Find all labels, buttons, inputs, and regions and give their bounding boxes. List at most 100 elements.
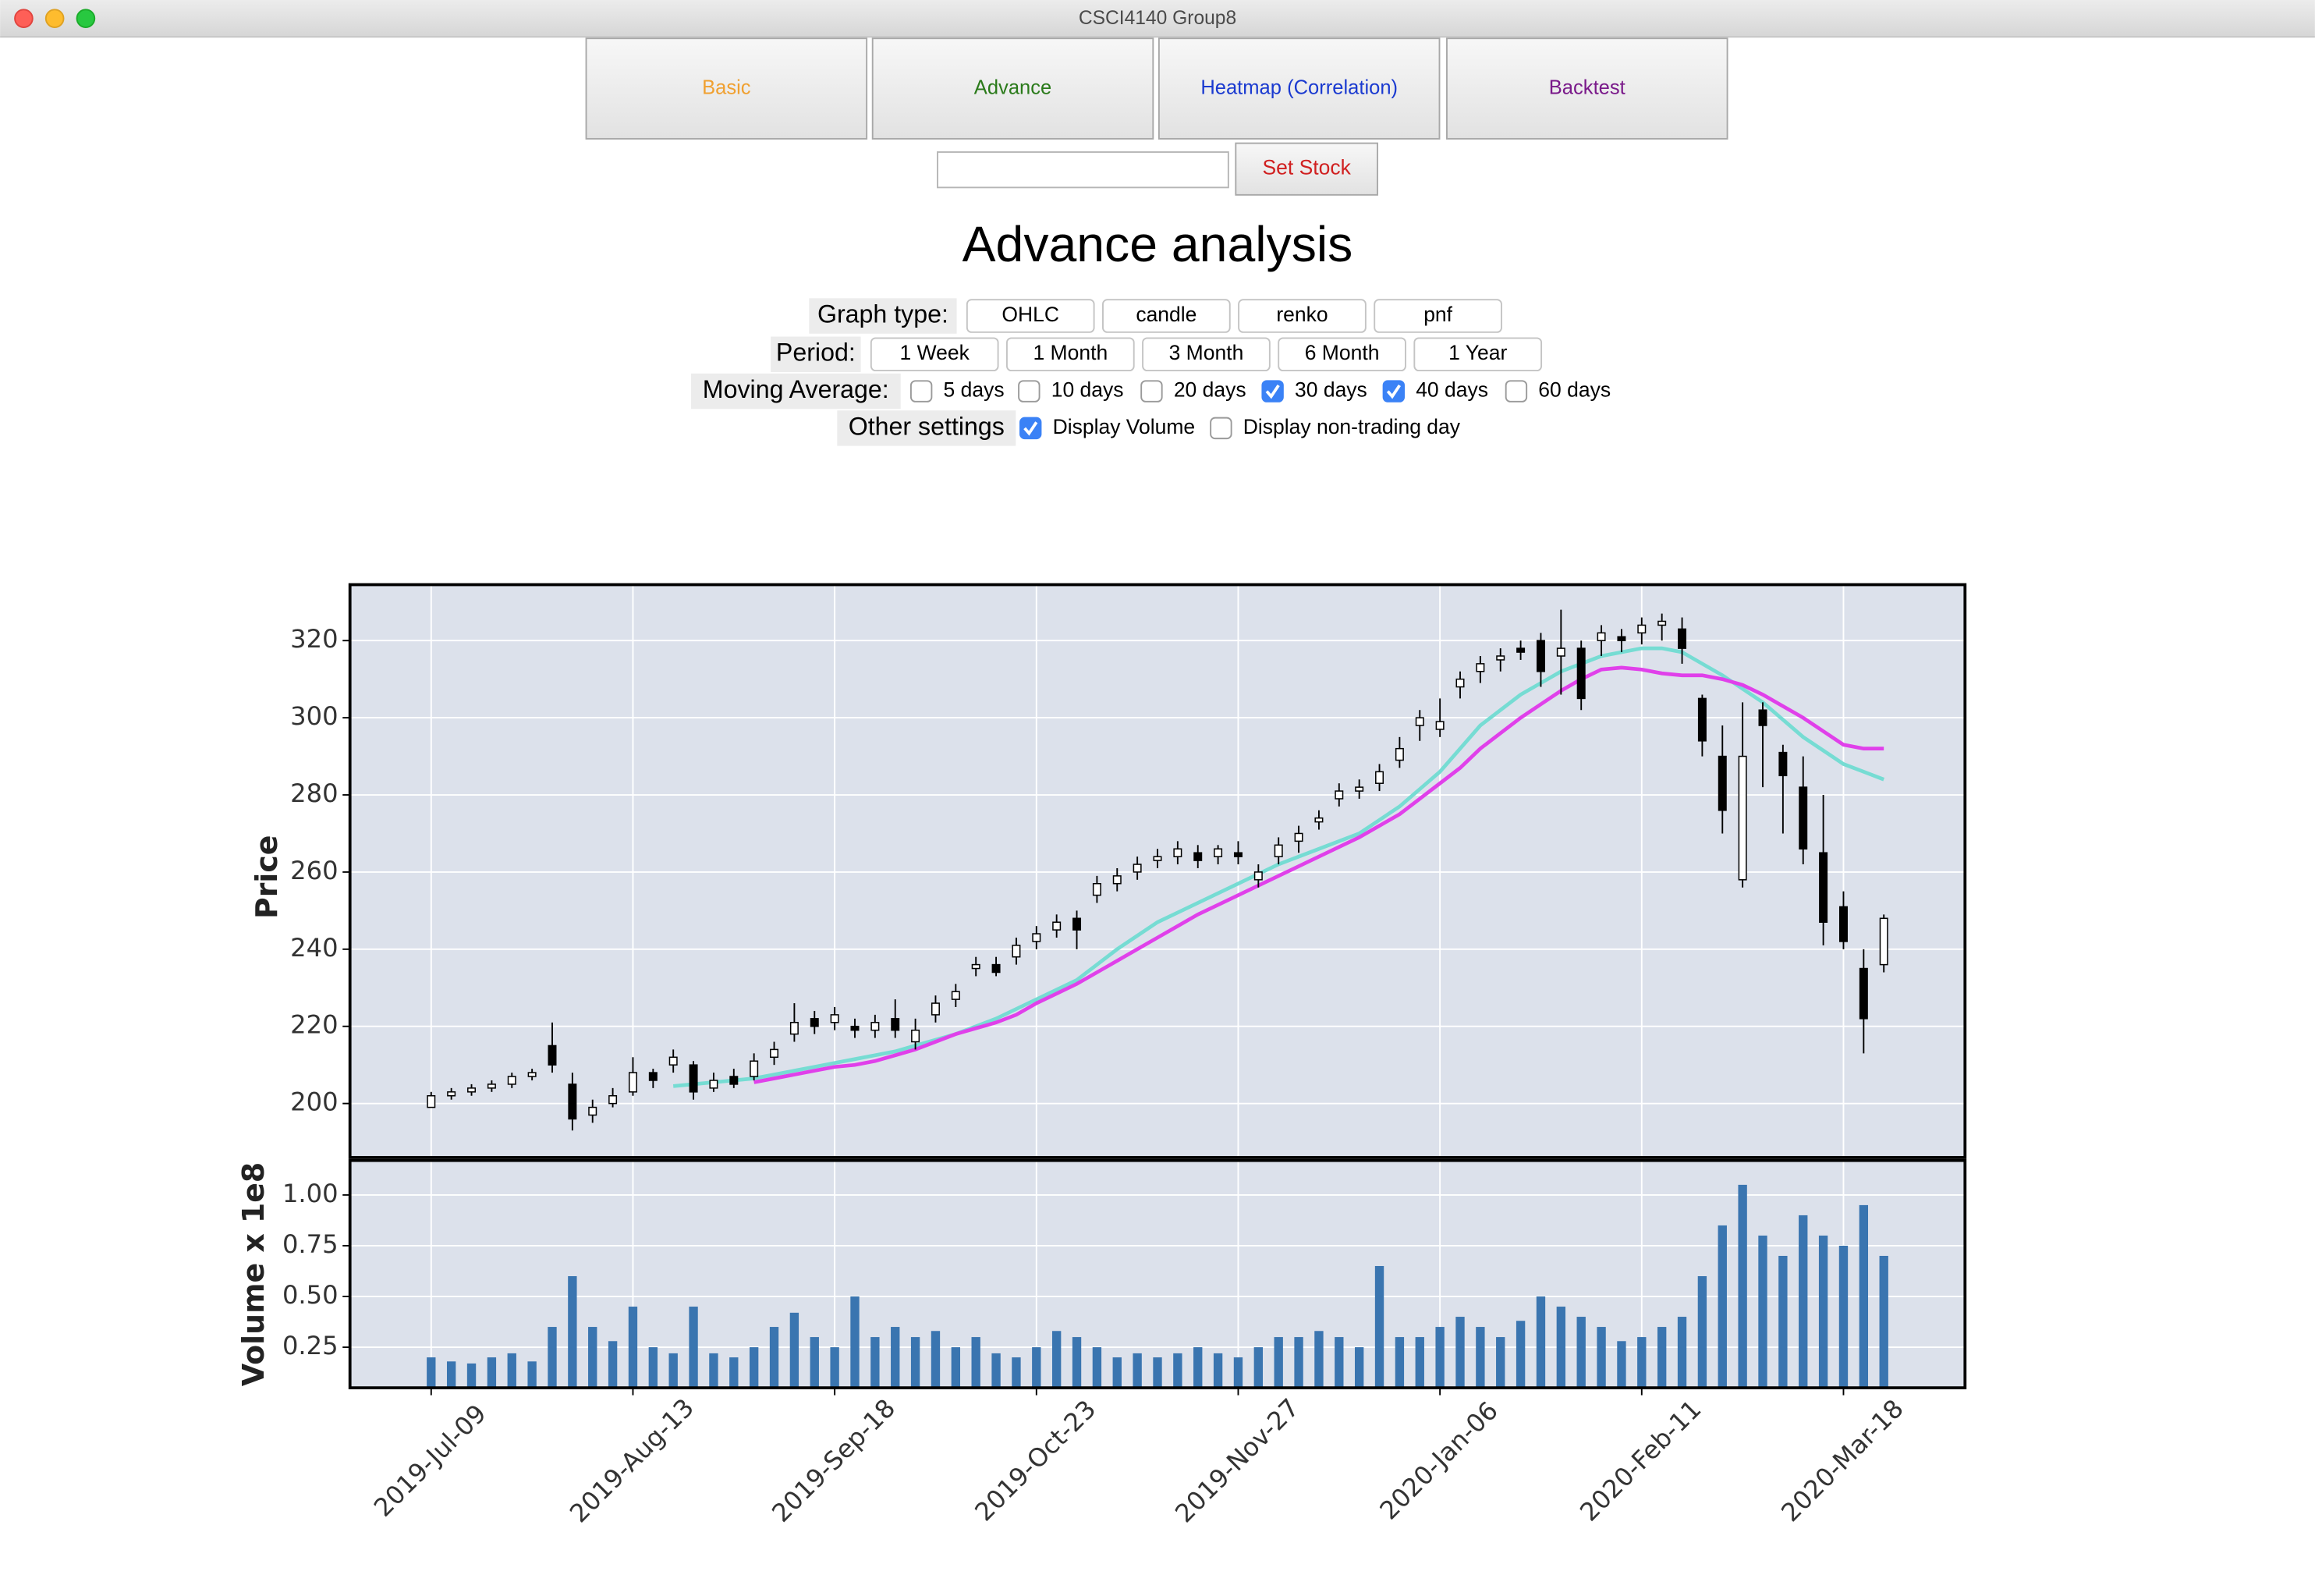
option-button[interactable] bbox=[1413, 337, 1543, 372]
stock-input[interactable] bbox=[937, 151, 1229, 189]
volume-bar bbox=[1657, 1327, 1667, 1389]
row-label: Graph type: bbox=[817, 300, 948, 328]
checkbox-label[interactable]: 20 days bbox=[1174, 378, 1246, 402]
checkbox[interactable] bbox=[1018, 380, 1041, 403]
option-label[interactable]: 3 Month bbox=[1169, 341, 1244, 364]
volume-bar bbox=[1718, 1225, 1727, 1389]
row-label: Other settings bbox=[849, 412, 1005, 440]
tab-frame[interactable] bbox=[585, 37, 868, 140]
option-label[interactable]: OHLC bbox=[1002, 303, 1059, 326]
option-label[interactable]: 1 Week bbox=[900, 341, 970, 364]
checkbox[interactable] bbox=[1140, 380, 1163, 403]
candle-body bbox=[1112, 875, 1122, 885]
option-button[interactable] bbox=[1005, 337, 1135, 372]
candle-body bbox=[1476, 663, 1485, 672]
option-label[interactable]: candle bbox=[1136, 303, 1196, 326]
volume-bar bbox=[1738, 1184, 1747, 1389]
checkbox[interactable] bbox=[909, 380, 933, 403]
checkbox-label[interactable]: 5 days bbox=[944, 378, 1005, 402]
candle-body bbox=[1173, 848, 1182, 857]
zoom-button[interactable] bbox=[76, 9, 96, 28]
checkbox-label[interactable]: Display Volume bbox=[1053, 415, 1196, 438]
checkbox[interactable] bbox=[1019, 417, 1042, 440]
tab-label[interactable]: Advance bbox=[974, 76, 1051, 98]
checkmark[interactable] bbox=[1023, 421, 1038, 436]
option-button[interactable] bbox=[1102, 299, 1231, 333]
button-frame[interactable] bbox=[1235, 142, 1378, 196]
option-label[interactable]: 1 Month bbox=[1033, 341, 1108, 364]
volume-bar bbox=[1072, 1337, 1082, 1389]
y-tick-label: 0.25 bbox=[282, 1331, 339, 1360]
option-button[interactable] bbox=[966, 299, 1095, 333]
volume-bar bbox=[1838, 1245, 1849, 1389]
candle-body bbox=[447, 1091, 456, 1097]
checkmark[interactable] bbox=[1386, 384, 1401, 399]
checkbox[interactable] bbox=[1210, 417, 1232, 440]
option-button[interactable] bbox=[870, 337, 999, 372]
volume-bar bbox=[608, 1341, 618, 1389]
y-tick-label: 300 bbox=[290, 701, 338, 731]
candle-body bbox=[1032, 933, 1041, 942]
checkbox-label[interactable]: Display non-trading day bbox=[1243, 415, 1461, 438]
tab[interactable]: Backtest bbox=[1446, 37, 1728, 140]
tab[interactable]: Advance bbox=[871, 37, 1154, 140]
row-label-bg bbox=[809, 298, 957, 334]
window-title: CSCI4140 Group8 bbox=[1079, 8, 1236, 29]
volume-bar bbox=[1335, 1337, 1344, 1389]
option-label[interactable]: 1 Year bbox=[1448, 341, 1507, 364]
volume-bar bbox=[507, 1353, 516, 1389]
tab[interactable]: Heatmap (Correlation) bbox=[1158, 37, 1441, 140]
heading: Advance analysis bbox=[963, 216, 1353, 272]
tab-label[interactable]: Basic bbox=[702, 76, 751, 98]
candle-body bbox=[689, 1064, 698, 1093]
volume-bar bbox=[830, 1347, 839, 1389]
candle-body bbox=[1072, 917, 1082, 931]
candle-body bbox=[628, 1072, 637, 1093]
volume-bar bbox=[1112, 1357, 1122, 1389]
option-label[interactable]: renko bbox=[1276, 303, 1328, 326]
set-stock-button[interactable]: Set Stock bbox=[1235, 142, 1378, 196]
option-button[interactable] bbox=[1238, 299, 1367, 333]
tab[interactable]: Basic bbox=[585, 37, 868, 140]
candle-body bbox=[971, 963, 980, 970]
volume-bar bbox=[991, 1353, 1001, 1389]
checkbox-label[interactable]: 60 days bbox=[1538, 378, 1611, 402]
candle-body bbox=[1355, 786, 1364, 792]
title-bar bbox=[0, 0, 2315, 37]
volume-bar bbox=[1374, 1265, 1384, 1389]
tab-frame[interactable] bbox=[1446, 37, 1728, 140]
candle-body bbox=[588, 1106, 597, 1116]
option-label[interactable]: pnf bbox=[1423, 303, 1452, 326]
button-label[interactable]: Set Stock bbox=[1262, 156, 1351, 179]
checkmark[interactable] bbox=[1265, 384, 1280, 399]
checkbox[interactable] bbox=[1261, 380, 1284, 403]
option-button[interactable] bbox=[1374, 299, 1502, 333]
volume-bar bbox=[1516, 1321, 1526, 1389]
candle-body bbox=[750, 1060, 759, 1077]
candle-body bbox=[709, 1080, 718, 1089]
tab-label[interactable]: Heatmap (Correlation) bbox=[1200, 76, 1398, 98]
candle-body bbox=[568, 1084, 577, 1120]
volume-bar bbox=[1859, 1204, 1869, 1389]
volume-bar bbox=[1173, 1353, 1182, 1389]
option-label[interactable]: 6 Month bbox=[1305, 341, 1380, 364]
volume-bar bbox=[1556, 1307, 1566, 1389]
tab-frame[interactable] bbox=[1158, 37, 1441, 140]
checkbox-label[interactable]: 30 days bbox=[1295, 378, 1367, 402]
option-button[interactable] bbox=[1278, 337, 1406, 372]
close-button[interactable] bbox=[14, 9, 34, 28]
option-button[interactable] bbox=[1142, 337, 1271, 372]
candle-body bbox=[1435, 721, 1445, 730]
checkbox-label[interactable]: 40 days bbox=[1416, 378, 1488, 402]
checkbox[interactable] bbox=[1505, 380, 1528, 403]
candle-body bbox=[830, 1014, 839, 1023]
volume-bar bbox=[1012, 1357, 1021, 1389]
tab-label[interactable]: Backtest bbox=[1549, 76, 1625, 98]
checkbox-label[interactable]: 10 days bbox=[1051, 378, 1124, 402]
volume-bar bbox=[689, 1307, 698, 1389]
tab-frame[interactable] bbox=[871, 37, 1154, 140]
checkbox[interactable] bbox=[1382, 380, 1406, 403]
minimize-button[interactable] bbox=[44, 9, 65, 28]
